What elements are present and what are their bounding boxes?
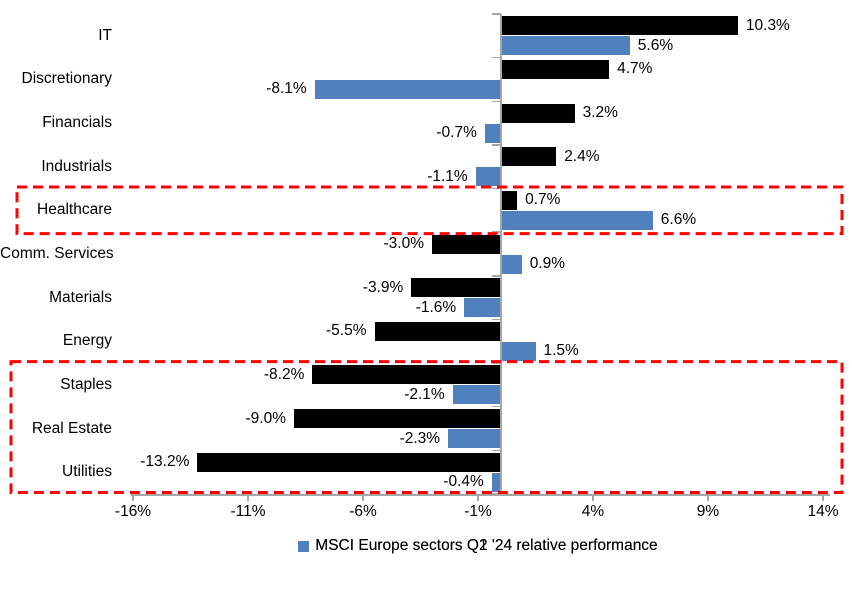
bar-it-q2 bbox=[501, 36, 630, 56]
value-label-real-estate-q1: -9.0% bbox=[245, 409, 287, 427]
bar-staples-q1 bbox=[312, 365, 501, 385]
category-axis-tick bbox=[492, 275, 501, 277]
category-label-it: IT bbox=[98, 26, 112, 44]
value-label-utilities-q1: -13.2% bbox=[140, 453, 190, 471]
bar-healthcare-q2 bbox=[501, 210, 653, 230]
category-axis-tick bbox=[492, 13, 501, 15]
category-axis-tick bbox=[492, 56, 501, 59]
bar-discretionary-q1 bbox=[501, 59, 610, 79]
category-axis-tick bbox=[492, 318, 501, 321]
bar-staples-q2 bbox=[452, 385, 501, 405]
category-label-comm-services: Comm. Services bbox=[0, 245, 114, 262]
value-label-healthcare-q1: 0.7% bbox=[525, 191, 561, 209]
bar-industrials-q2 bbox=[475, 167, 501, 187]
category-axis-line bbox=[500, 14, 502, 494]
bar-healthcare-q1 bbox=[501, 190, 518, 210]
value-axis-tick bbox=[477, 494, 479, 501]
value-label-comm-services-q2: 0.9% bbox=[529, 255, 566, 272]
value-label-energy-q1: -5.5% bbox=[326, 322, 367, 340]
value-label-materials-q1: -3.9% bbox=[362, 278, 404, 296]
value-label-utilities-q2: -0.4% bbox=[443, 473, 484, 491]
value-axis-tick bbox=[132, 494, 134, 501]
value-axis-tick bbox=[707, 494, 709, 501]
value-axis-tick-label: 9% bbox=[696, 503, 720, 520]
category-label-financials: Financials bbox=[42, 114, 112, 132]
value-label-it-q2: 5.6% bbox=[637, 36, 674, 54]
category-label-discretionary: Discretionary bbox=[21, 70, 112, 88]
value-label-materials-q2: -1.6% bbox=[415, 298, 457, 316]
value-label-discretionary-q2: -8.1% bbox=[266, 80, 307, 98]
value-axis-tick-label: -1% bbox=[464, 503, 492, 520]
value-label-staples-q2: -2.1% bbox=[404, 385, 445, 403]
category-axis-tick bbox=[492, 100, 501, 103]
legend-swatch-q2-icon bbox=[298, 540, 310, 552]
value-label-healthcare-q2: 6.6% bbox=[660, 211, 697, 229]
legend-label-q1: MSCI Europe sectors Q1 '24 relative perf… bbox=[315, 537, 658, 554]
bar-real-estate-q1 bbox=[294, 409, 501, 429]
value-label-staples-q1: -8.2% bbox=[263, 365, 305, 383]
category-label-materials: Materials bbox=[49, 288, 112, 306]
category-axis-tick bbox=[492, 144, 501, 146]
bar-financials-q2 bbox=[484, 123, 501, 143]
value-axis-tick-label: -11% bbox=[230, 503, 266, 520]
category-label-staples: Staples bbox=[60, 375, 112, 393]
value-label-energy-q2: 1.5% bbox=[543, 342, 579, 360]
category-axis-tick bbox=[492, 493, 501, 495]
bar-utilities-q1 bbox=[197, 452, 501, 472]
value-label-industrials-q2: -1.1% bbox=[427, 167, 468, 185]
value-axis-tick bbox=[592, 494, 594, 501]
value-axis-tick bbox=[362, 494, 364, 501]
category-label-healthcare: Healthcare bbox=[37, 201, 112, 219]
value-label-comm-services-q1: -3.0% bbox=[383, 235, 425, 252]
category-label-energy: Energy bbox=[62, 332, 112, 350]
value-label-discretionary-q1: 4.7% bbox=[617, 60, 653, 78]
value-label-industrials-q1: 2.4% bbox=[564, 147, 600, 165]
value-label-financials-q1: 3.2% bbox=[582, 104, 618, 122]
category-label-utilities: Utilities bbox=[62, 463, 112, 481]
legend-label-q2: MSCI Europe sectors Q2 '24 relative perf… bbox=[315, 537, 658, 554]
value-axis-tick-label: -6% bbox=[349, 503, 377, 520]
bar-financials-q1 bbox=[501, 103, 575, 123]
bar-comm-services-q2 bbox=[501, 254, 522, 274]
value-label-it-q1: 10.3% bbox=[745, 16, 790, 34]
bar-materials-q2 bbox=[464, 298, 501, 318]
value-label-financials-q2: -0.7% bbox=[436, 124, 477, 142]
value-axis-tick bbox=[247, 494, 249, 501]
value-axis-tick-label: -16% bbox=[114, 503, 152, 520]
bar-energy-q1 bbox=[374, 321, 501, 341]
bar-it-q1 bbox=[501, 16, 738, 36]
bar-industrials-q1 bbox=[501, 147, 557, 167]
legend-item-q2: MSCI Europe sectors Q2 '24 relative perf… bbox=[298, 536, 658, 556]
bar-comm-services-q1 bbox=[432, 234, 501, 254]
value-axis-line bbox=[131, 494, 830, 496]
category-label-real-estate: Real Estate bbox=[31, 419, 112, 437]
value-label-real-estate-q2: -2.3% bbox=[399, 429, 441, 447]
bar-real-estate-q2 bbox=[448, 429, 501, 449]
category-label-industrials: Industrials bbox=[41, 157, 112, 175]
bar-discretionary-q2 bbox=[314, 79, 501, 99]
value-axis-tick-label: 14% bbox=[807, 503, 839, 520]
value-axis-tick-label: 4% bbox=[581, 503, 605, 520]
value-axis-tick bbox=[822, 494, 824, 501]
bar-energy-q2 bbox=[501, 341, 536, 361]
bar-materials-q1 bbox=[411, 278, 501, 298]
